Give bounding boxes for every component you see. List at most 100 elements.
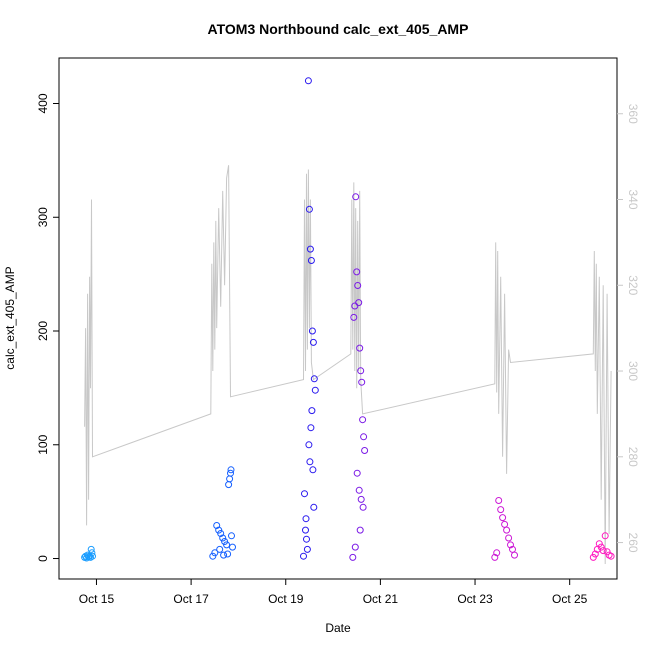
- data-point: [303, 535, 310, 543]
- plot-area: 0 100 200 300 400 260 280 300 320 340 360 Oct 15 Oct…: [36, 57, 640, 606]
- data-point: [507, 541, 514, 549]
- data-point: [213, 522, 221, 529]
- x-tick-label: Oct 23: [457, 592, 493, 606]
- y2-tick-label: 320: [626, 275, 640, 295]
- data-point: [491, 553, 499, 561]
- data-point: [227, 466, 235, 474]
- data-point: [223, 541, 231, 549]
- y2-tick-label: 280: [626, 447, 640, 467]
- data-point: [310, 503, 318, 511]
- data-point: [601, 532, 609, 540]
- data-point: [309, 338, 317, 346]
- data-point: [308, 327, 316, 335]
- data-point: [349, 553, 357, 561]
- data-point: [360, 433, 368, 441]
- chart-title: ATOM3 Northbound calc_ext_405_AMP: [208, 21, 469, 37]
- y-tick-label: 400: [36, 93, 50, 113]
- data-point: [358, 378, 366, 386]
- data-point: [305, 441, 313, 449]
- y2-tick-label: 340: [626, 189, 640, 209]
- data-point: [501, 520, 509, 528]
- x-tick-label: Oct 15: [79, 592, 115, 606]
- data-point: [307, 257, 315, 264]
- data-point: [311, 386, 319, 394]
- data-point: [309, 466, 317, 474]
- data-point: [300, 552, 307, 560]
- data-point: [307, 424, 315, 432]
- data-point: [597, 543, 605, 551]
- data-point: [354, 282, 362, 289]
- data-point: [589, 553, 597, 561]
- data-point: [308, 407, 316, 415]
- data-point: [226, 475, 234, 483]
- x-tick-label: Oct 21: [363, 592, 399, 606]
- data-point: [217, 530, 225, 537]
- data-point: [357, 495, 365, 503]
- data-point: [352, 193, 360, 201]
- data-point: [306, 245, 314, 253]
- x-tick-label: Oct 25: [552, 592, 588, 606]
- y-tick-label: 0: [36, 555, 50, 562]
- y2-tick-label: 260: [626, 533, 640, 553]
- data-point: [603, 548, 611, 556]
- y2-tick-label: 360: [626, 104, 640, 124]
- data-point: [303, 545, 311, 553]
- data-point: [356, 526, 364, 534]
- data-point: [227, 469, 234, 477]
- data-point: [595, 540, 603, 548]
- data-point: [302, 526, 309, 534]
- data-point: [359, 503, 367, 511]
- data-point: [607, 552, 615, 560]
- data-point: [310, 375, 318, 383]
- data-point: [219, 534, 227, 542]
- data-point: [87, 545, 95, 553]
- data-point: [503, 526, 511, 534]
- data-point: [301, 490, 308, 498]
- data-point: [225, 481, 233, 489]
- plot-frame: [58, 57, 618, 580]
- data-point: [356, 344, 364, 352]
- right-axis-line: [84, 165, 612, 565]
- data-point: [359, 416, 367, 424]
- data-point: [302, 515, 310, 523]
- data-point: [351, 302, 359, 310]
- data-point: [355, 486, 363, 494]
- x-tick-label: Oct 17: [173, 592, 209, 606]
- data-point: [229, 543, 236, 551]
- data-point: [306, 458, 314, 466]
- data-point: [228, 532, 235, 540]
- data-point: [88, 549, 96, 557]
- data-point: [505, 534, 513, 542]
- y-tick-label: 100: [36, 434, 50, 454]
- data-point: [215, 526, 223, 534]
- data-point: [224, 550, 232, 558]
- data-point: [499, 514, 507, 522]
- data-point: [211, 549, 219, 557]
- data-point: [591, 550, 599, 558]
- data-point: [221, 538, 229, 545]
- x-axis-label: Date: [325, 621, 351, 635]
- data-point: [495, 497, 503, 504]
- data-point: [304, 77, 312, 85]
- data-point: [497, 506, 505, 514]
- data-point: [305, 205, 313, 213]
- data-point: [351, 543, 359, 551]
- data-point: [511, 551, 518, 559]
- y-axis-label: calc_ext_405_AMP: [3, 266, 17, 369]
- data-point: [209, 552, 217, 560]
- data-point: [355, 299, 363, 307]
- data-point: [361, 447, 369, 454]
- data-point: [220, 551, 228, 559]
- data-point: [350, 313, 358, 321]
- data-point: [493, 549, 501, 557]
- data-point: [357, 367, 365, 375]
- data-point: [216, 545, 224, 553]
- y-tick-label: 200: [36, 321, 50, 341]
- data-point: [353, 268, 361, 276]
- data-point: [89, 552, 96, 560]
- data-point: [353, 469, 361, 477]
- y-tick-label: 300: [36, 207, 50, 227]
- x-tick-label: Oct 19: [268, 592, 304, 606]
- data-point: [599, 547, 607, 555]
